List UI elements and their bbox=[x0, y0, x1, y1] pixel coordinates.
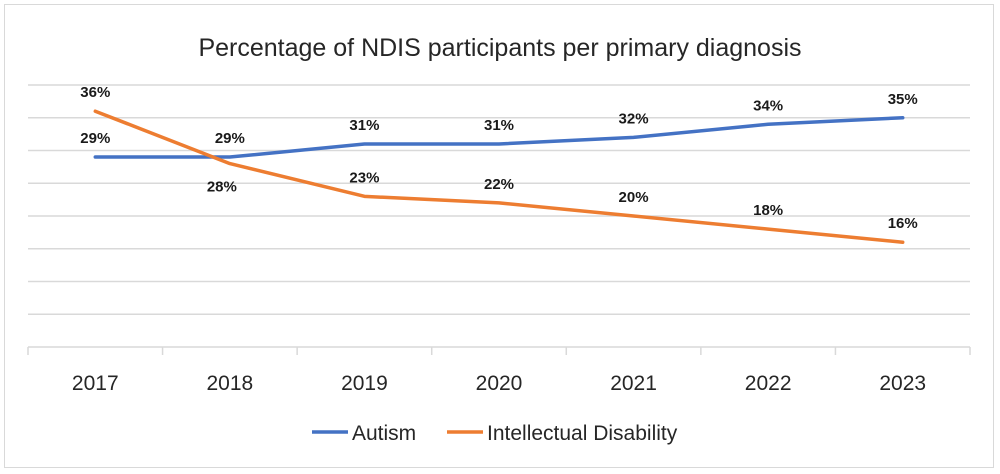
data-label: 16% bbox=[888, 215, 918, 232]
data-label: 29% bbox=[80, 130, 110, 147]
data-label: 23% bbox=[349, 169, 379, 186]
x-tick-label: 2021 bbox=[610, 372, 657, 395]
x-tick-label: 2020 bbox=[476, 372, 523, 395]
legend-label: Intellectual Disability bbox=[487, 422, 678, 445]
data-label: 31% bbox=[349, 117, 379, 134]
x-tick-label: 2022 bbox=[745, 372, 792, 395]
x-tick-label: 2018 bbox=[206, 372, 253, 395]
series-line-intellectual-disability bbox=[93, 109, 905, 244]
data-label: 36% bbox=[80, 84, 110, 101]
data-label: 32% bbox=[619, 110, 649, 127]
data-label: 22% bbox=[484, 176, 514, 193]
legend-label: Autism bbox=[352, 422, 416, 445]
chart-frame bbox=[4, 4, 994, 468]
x-tick-label: 2017 bbox=[72, 372, 119, 395]
x-tick-label: 2023 bbox=[879, 372, 926, 395]
data-label: 35% bbox=[888, 91, 918, 108]
chart-title: Percentage of NDIS participants per prim… bbox=[198, 34, 801, 62]
data-label: 34% bbox=[753, 97, 783, 114]
data-label: 18% bbox=[753, 202, 783, 219]
series-line-autism bbox=[93, 116, 905, 159]
data-label: 28% bbox=[207, 179, 237, 196]
legend: Autism Intellectual Disability bbox=[312, 422, 678, 445]
data-label: 29% bbox=[215, 130, 245, 147]
x-tick-label: 2019 bbox=[341, 372, 388, 395]
data-label: 31% bbox=[484, 117, 514, 134]
data-label: 20% bbox=[619, 189, 649, 206]
